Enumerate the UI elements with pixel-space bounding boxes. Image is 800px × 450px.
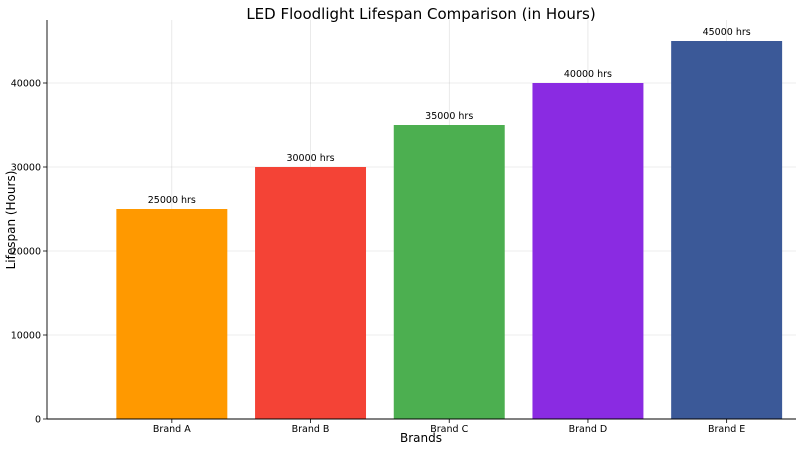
x-tick-label: Brand D	[569, 424, 608, 435]
axes: 0 10000 20000 30000 40000 Brand A Brand B Brand…	[11, 20, 796, 435]
y-tick-label: 20000	[11, 247, 41, 258]
data-labels: 25000 hrs 30000 hrs 35000 hrs 40000 hrs 4500…	[148, 27, 751, 206]
y-axis-label: Lifespan (Hours)	[4, 171, 18, 270]
bars	[116, 41, 783, 419]
data-label: 45000 hrs	[703, 27, 751, 38]
x-axis-label: Brands	[400, 431, 442, 445]
x-tick-label: Brand B	[292, 424, 330, 435]
data-label: 40000 hrs	[564, 69, 612, 80]
bar	[393, 125, 505, 419]
x-tick-label: Brand E	[708, 424, 745, 435]
x-tick-label: Brand C	[430, 424, 468, 435]
y-tick-label: 40000	[11, 79, 41, 90]
bar	[116, 209, 228, 419]
bar	[255, 167, 367, 419]
data-label: 35000 hrs	[425, 111, 473, 122]
y-tick-label: 30000	[11, 163, 41, 174]
data-label: 30000 hrs	[286, 153, 334, 164]
bar	[671, 41, 783, 419]
y-tick-label: 0	[35, 415, 41, 426]
data-label: 25000 hrs	[148, 195, 196, 206]
bar	[532, 83, 644, 419]
y-tick-label: 10000	[11, 331, 41, 342]
chart-title: LED Floodlight Lifespan Comparison (in H…	[246, 5, 595, 23]
x-tick-label: Brand A	[153, 424, 191, 435]
